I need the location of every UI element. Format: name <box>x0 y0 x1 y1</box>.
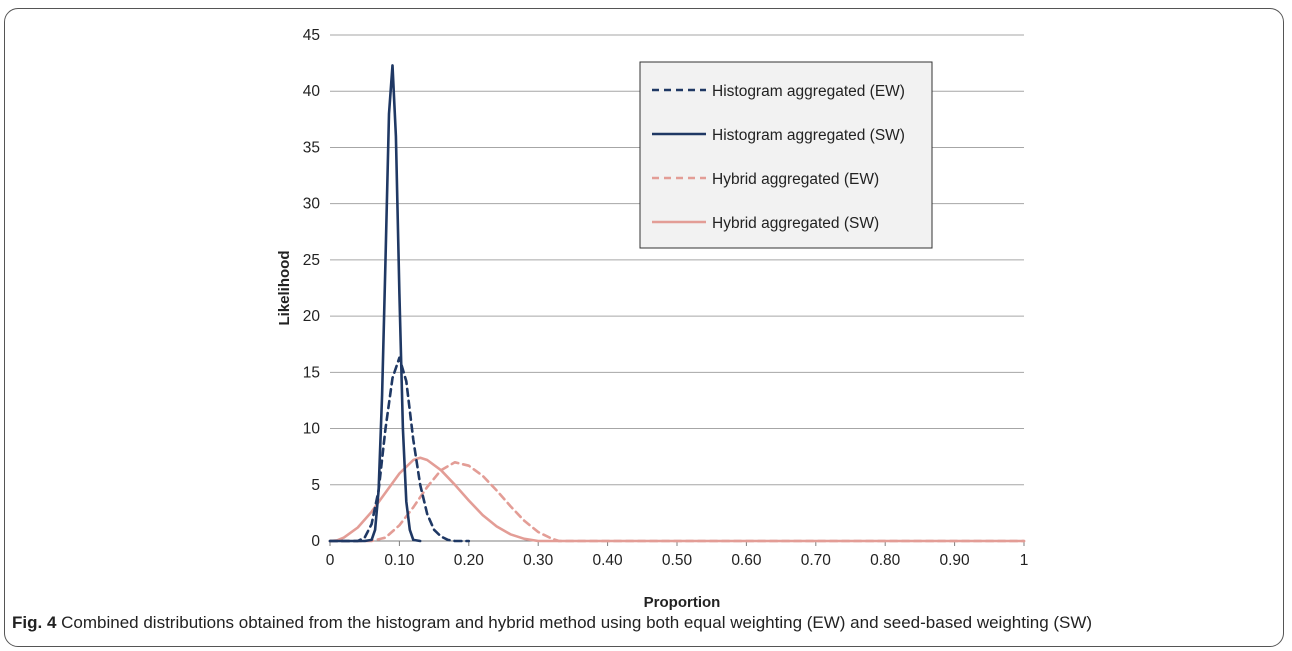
x-tick-label: 0.60 <box>731 552 762 569</box>
legend-label: Hybrid aggregated (SW) <box>712 215 879 232</box>
y-tick-label: 5 <box>311 477 320 494</box>
series-line-2 <box>328 64 422 543</box>
legend-box <box>639 61 933 249</box>
legend-label: Hybrid aggregated (EW) <box>712 171 879 188</box>
figure-caption: Fig. 4 Combined distributions obtained f… <box>12 613 1282 633</box>
caption-text: Combined distributions obtained from the… <box>56 613 1093 632</box>
caption-label: Fig. 4 <box>12 613 57 632</box>
legend-label: Histogram aggregated (EW) <box>712 83 905 100</box>
x-tick-label: 1 <box>1020 552 1029 569</box>
x-tick-label: 0.30 <box>523 552 554 569</box>
x-tick-label: 0.80 <box>870 552 901 569</box>
y-tick-label: 30 <box>303 196 321 213</box>
y-tick-label: 40 <box>303 83 321 100</box>
series-lines <box>328 64 1026 543</box>
y-tick-labels: 0 5 10 15 20 25 30 35 40 45 <box>303 27 321 550</box>
x-tick-label: 0.70 <box>801 552 832 569</box>
series-line-1 <box>328 356 471 543</box>
y-axis-title: Likelihood <box>276 251 293 326</box>
y-tick-label: 10 <box>303 421 321 438</box>
y-tick-label: 15 <box>303 364 320 381</box>
x-tick-label: 0 <box>326 552 335 569</box>
y-tick-label: 45 <box>303 27 320 44</box>
x-tick-label: 0.90 <box>940 552 971 569</box>
x-axis-title: Proportion <box>644 594 721 611</box>
x-tick-label: 0.50 <box>662 552 693 569</box>
series-line-4 <box>328 456 1026 543</box>
y-tick-label: 0 <box>311 533 320 550</box>
x-tick-label: 0.10 <box>384 552 415 569</box>
x-tick-label: 0.20 <box>454 552 485 569</box>
x-tick-labels: 0 0.10 0.20 0.30 0.40 0.50 0.60 0.70 0.80 0.90 1 <box>326 552 1029 569</box>
legend-label: Histogram aggregated (SW) <box>712 127 905 144</box>
legend: Histogram aggregated (EW) Histogram aggre… <box>639 61 933 249</box>
x-tick-label: 0.40 <box>593 552 624 569</box>
y-tick-label: 20 <box>303 308 321 325</box>
y-tick-label: 35 <box>303 139 320 156</box>
series-line-3 <box>328 460 1026 543</box>
y-tick-label: 25 <box>303 252 320 269</box>
